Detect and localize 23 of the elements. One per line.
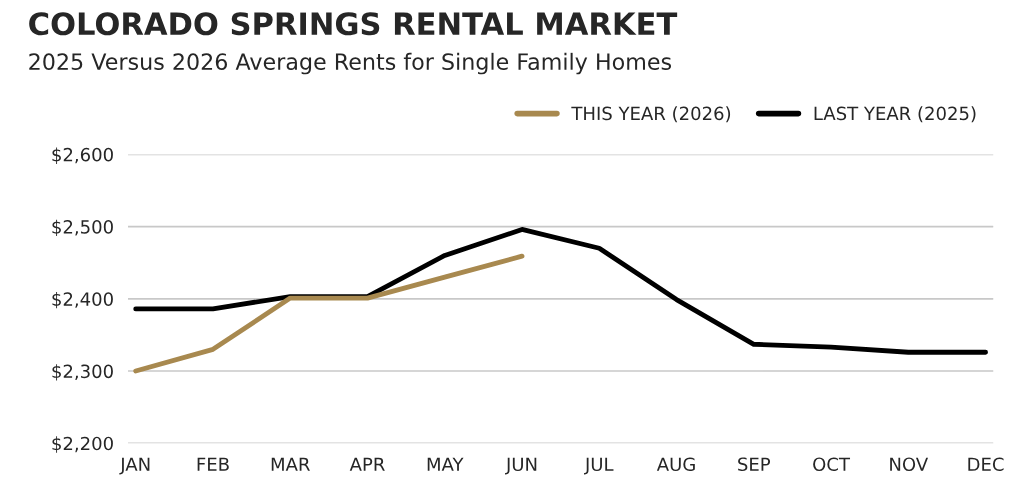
x-tick-label: NOV	[890, 457, 929, 472]
y-tick-label: $2,400	[52, 291, 113, 309]
x-tick-label: SEP	[738, 457, 771, 472]
y-tick-label: $2,200	[52, 436, 113, 453]
y-tick-label: $2,500	[52, 219, 113, 237]
x-tick-label: DEC	[968, 457, 1004, 472]
x-tick-label: APR	[349, 457, 385, 471]
x-tick-label: AUG	[656, 457, 695, 472]
x-tick-label: JUL	[584, 457, 614, 475]
x-tick-label: JAN	[119, 457, 150, 475]
x-tick-label: MAR	[271, 457, 310, 471]
legend-label: LAST YEAR (2025)	[814, 106, 976, 123]
x-tick-label: OCT	[813, 457, 851, 472]
chart-title: COLORADO SPRINGS RENTAL MARKET	[29, 12, 678, 36]
line-series	[133, 253, 525, 374]
x-tick-label: FEB	[197, 457, 229, 471]
x-tick-label: JUN	[505, 457, 537, 475]
legend-label: THIS YEAR (2026)	[571, 106, 731, 123]
y-tick-label: $2,300	[52, 364, 113, 381]
line-series	[133, 227, 988, 355]
x-tick-label: MAY	[427, 457, 464, 471]
y-tick-label: $2,600	[52, 147, 113, 164]
chart-subtitle: 2025 Versus 2026 Average Rents for Single Family Homes	[29, 52, 672, 75]
